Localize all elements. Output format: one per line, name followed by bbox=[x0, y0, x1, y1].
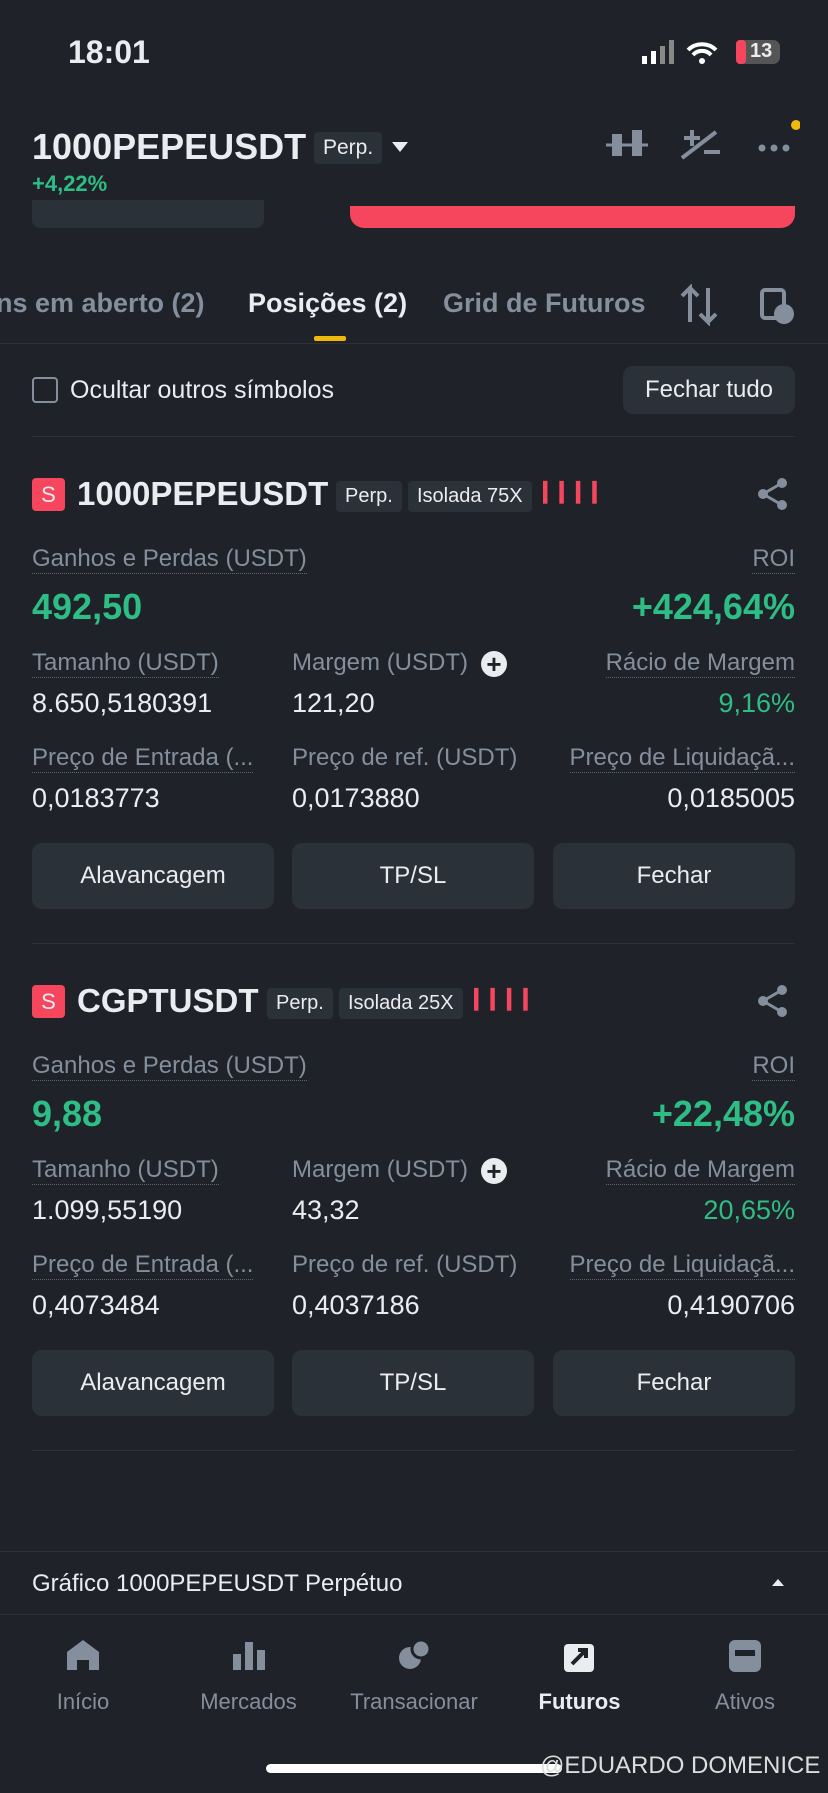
mode: Isolada 25X bbox=[339, 988, 463, 1019]
field-label: Margem (USDT) bbox=[292, 649, 469, 676]
chart-bar[interactable] bbox=[0, 1551, 828, 1615]
field-label: Preço de Liquidaçã... bbox=[569, 1251, 795, 1280]
nav-icon[interactable] bbox=[560, 1636, 600, 1676]
home-indicator bbox=[266, 1764, 562, 1773]
field-value: 1.099,55190 bbox=[32, 1195, 183, 1225]
field-label: Tamanho (USDT) bbox=[32, 649, 219, 678]
action-button[interactable]: Fechar bbox=[553, 1350, 795, 1416]
field-value: 20,65% bbox=[703, 1195, 795, 1225]
expand-icon[interactable] bbox=[770, 1576, 786, 1588]
divider bbox=[32, 943, 795, 944]
action-button[interactable]: TP/SL bbox=[292, 1350, 534, 1416]
status-time: 18:01 bbox=[68, 34, 150, 70]
nav-label[interactable]: Ativos bbox=[715, 1689, 775, 1714]
nav-icon[interactable] bbox=[63, 1636, 103, 1676]
tab-underline bbox=[314, 336, 346, 341]
action-button[interactable]: Fechar bbox=[553, 843, 795, 909]
field-label: Margem (USDT) bbox=[292, 1156, 469, 1183]
field-label: Preço de Liquidaçã... bbox=[569, 744, 795, 773]
divider bbox=[32, 1450, 795, 1451]
tab[interactable]: Posições (2) bbox=[248, 288, 408, 318]
header-icons[interactable] bbox=[600, 118, 800, 168]
roi-label: ROI bbox=[752, 545, 795, 574]
field-label: Preço de ref. (USDT) bbox=[292, 744, 518, 771]
checkbox-label: Ocultar outros símbolos bbox=[70, 376, 334, 404]
mode: Isolada 75X bbox=[408, 481, 532, 512]
add-margin-icon[interactable]: + bbox=[481, 651, 507, 677]
tab-icons[interactable] bbox=[680, 284, 800, 326]
header-symbol[interactable]: 1000PEPEUSDT bbox=[32, 126, 307, 167]
symbol[interactable]: CGPTUSDT bbox=[77, 982, 259, 1019]
nav-label[interactable]: Mercados bbox=[200, 1689, 297, 1714]
close-all-button[interactable]: Fechar tudo bbox=[623, 366, 795, 414]
roi-value: +22,48% bbox=[651, 1093, 795, 1134]
nav-icon[interactable] bbox=[229, 1636, 269, 1676]
side-badge: S bbox=[32, 478, 65, 511]
battery: 13 bbox=[750, 40, 773, 62]
field-label: Preço de Entrada (... bbox=[32, 1251, 254, 1280]
risk-icon: ❙❙❙❙ bbox=[536, 478, 604, 503]
pnl-label: Ganhos e Perdas (USDT) bbox=[32, 1052, 307, 1081]
checkbox[interactable] bbox=[32, 377, 58, 403]
input-field[interactable] bbox=[32, 200, 264, 228]
roi-value: +424,64% bbox=[631, 586, 795, 627]
tag: Perp. bbox=[336, 481, 402, 512]
field-label: Rácio de Margem bbox=[605, 649, 795, 678]
header-tag: Perp. bbox=[314, 132, 383, 164]
share-icon[interactable] bbox=[756, 477, 790, 511]
field-value: 0,0185005 bbox=[667, 783, 795, 813]
dropdown-icon[interactable] bbox=[390, 140, 410, 154]
tab[interactable]: ns em aberto (2) bbox=[0, 288, 205, 318]
pnl-value: 492,50 bbox=[32, 586, 143, 627]
tab[interactable]: Grid de Futuros bbox=[443, 288, 646, 318]
field-value: 0,4037186 bbox=[292, 1290, 420, 1320]
roi-label: ROI bbox=[752, 1052, 795, 1081]
pnl-label: Ganhos e Perdas (USDT) bbox=[32, 545, 307, 574]
nav-label[interactable]: Transacionar bbox=[350, 1689, 478, 1714]
field-label: Rácio de Margem bbox=[605, 1156, 795, 1185]
symbol[interactable]: 1000PEPEUSDT bbox=[77, 475, 329, 512]
watermark: @EDUARDO DOMENICE bbox=[540, 1752, 821, 1779]
field-value: 0,4190706 bbox=[667, 1290, 795, 1320]
nav-icon[interactable] bbox=[725, 1636, 765, 1676]
status-icons bbox=[642, 40, 780, 64]
sell-button[interactable] bbox=[350, 206, 795, 228]
field-value: 43,32 bbox=[292, 1195, 360, 1225]
action-button[interactable]: Alavancagem bbox=[32, 1350, 274, 1416]
share-icon[interactable] bbox=[756, 984, 790, 1018]
side-badge: S bbox=[32, 985, 65, 1018]
risk-icon: ❙❙❙❙ bbox=[467, 985, 535, 1010]
field-value: 0,0183773 bbox=[32, 783, 160, 813]
field-value: 0,4073484 bbox=[32, 1290, 160, 1320]
field-value: 121,20 bbox=[292, 688, 375, 718]
field-label: Preço de ref. (USDT) bbox=[292, 1251, 518, 1278]
action-button[interactable]: TP/SL bbox=[292, 843, 534, 909]
tag: Perp. bbox=[267, 988, 333, 1019]
nav-label[interactable]: Início bbox=[56, 1689, 110, 1714]
pnl-value: 9,88 bbox=[32, 1093, 103, 1134]
field-value: 8.650,5180391 bbox=[32, 688, 213, 718]
field-label: Preço de Entrada (... bbox=[32, 744, 254, 773]
field-value: 9,16% bbox=[718, 688, 795, 718]
action-button[interactable]: Alavancagem bbox=[32, 843, 274, 909]
field-value: 0,0173880 bbox=[292, 783, 420, 813]
chart-link[interactable]: Gráfico 1000PEPEUSDT Perpétuo bbox=[32, 1570, 403, 1597]
add-margin-icon[interactable]: + bbox=[481, 1158, 507, 1184]
header-change: +4,22% bbox=[32, 171, 108, 196]
nav-icon[interactable] bbox=[394, 1636, 434, 1676]
field-label: Tamanho (USDT) bbox=[32, 1156, 219, 1185]
nav-label[interactable]: Futuros bbox=[538, 1689, 621, 1714]
